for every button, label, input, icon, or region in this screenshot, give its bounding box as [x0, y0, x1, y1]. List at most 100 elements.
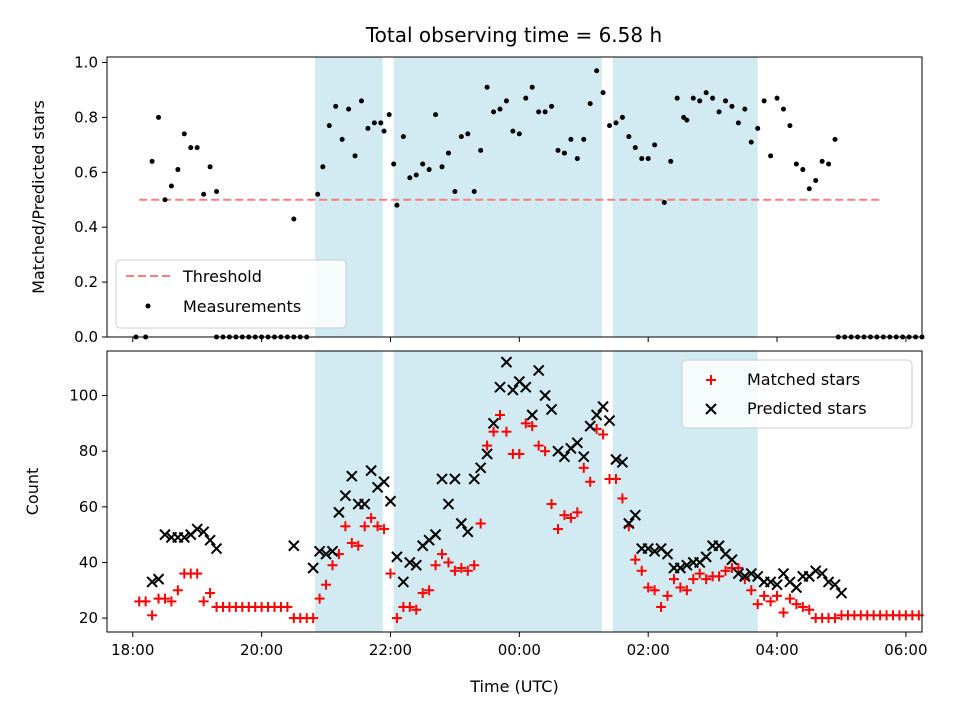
matched-point [617, 493, 628, 504]
measurement-point [568, 136, 574, 142]
measurement-point [371, 120, 377, 126]
measurement-point [484, 84, 490, 90]
matched-point [610, 473, 621, 484]
measurement-point [787, 123, 793, 129]
matched-point [308, 613, 319, 624]
measurement-point [793, 161, 799, 167]
legend-measurements-label: Measurements [183, 297, 301, 316]
matched-point [649, 585, 660, 596]
measurement-point [394, 202, 400, 208]
measurement-point [516, 131, 522, 137]
y-tick-label: 20 [79, 609, 98, 627]
matched-point [514, 448, 525, 459]
matched-point [198, 596, 209, 607]
measurement-point [156, 114, 162, 120]
top-panel: 0.0 0.2 0.4 0.6 0.8 1.0 Matched/Predicted sta… [29, 53, 925, 346]
x-tick-label: 04:00 [755, 641, 798, 659]
predicted-point [410, 559, 422, 571]
measurement-point [826, 161, 832, 167]
x-tick-label: 18:00 [111, 641, 154, 659]
measurement-point [780, 106, 786, 112]
observing-window-1 [393, 351, 602, 632]
matched-point [147, 610, 158, 621]
predicted-point [558, 451, 571, 463]
legend-measurements-swatch [145, 303, 151, 309]
measurement-point [358, 98, 364, 104]
matched-point [327, 560, 338, 571]
matched-point [694, 568, 705, 579]
predicted-point [191, 523, 203, 535]
measurement-point [491, 109, 497, 115]
measurement-point [503, 98, 509, 104]
predicted-point [378, 476, 390, 488]
measurement-point [600, 90, 606, 96]
matched-point [282, 601, 293, 612]
predicted-point [436, 473, 448, 485]
top-legend-box [115, 259, 347, 329]
matched-point [636, 565, 647, 576]
predicted-point [578, 451, 590, 463]
matched-point [140, 596, 151, 607]
measurement-point [684, 117, 690, 123]
matched-point [385, 568, 396, 579]
matched-point [746, 585, 757, 596]
measurement-point [471, 189, 477, 195]
measurement-point [352, 153, 358, 159]
y-tick-label: 60 [79, 498, 98, 516]
predicted-point [584, 420, 596, 432]
matched-point [321, 579, 332, 590]
matched-point [559, 510, 570, 521]
matched-point [411, 604, 422, 615]
matched-point [456, 563, 467, 574]
predicted-point [816, 567, 828, 580]
measurement-point [391, 161, 397, 167]
matched-point [353, 540, 364, 551]
matched-point [391, 613, 402, 624]
measurement-point [478, 147, 484, 153]
measurement-point [452, 189, 458, 195]
predicted-point [320, 548, 332, 560]
matched-point [469, 560, 480, 571]
matched-point [527, 421, 538, 432]
matched-point [772, 590, 783, 601]
predicted-point [339, 489, 352, 502]
matched-point [630, 554, 641, 565]
measurement-point [439, 164, 445, 170]
matched-point [346, 537, 357, 548]
legend-plus-marker [706, 375, 716, 385]
predicted-point [777, 567, 790, 580]
matched-point [688, 574, 699, 585]
matched-point [372, 521, 383, 532]
matched-point [662, 590, 673, 601]
predicted-point [307, 562, 319, 574]
y-tick-label: 0.4 [74, 218, 98, 236]
matched-point [733, 563, 744, 574]
predicted-point [146, 576, 158, 588]
matched-point [417, 588, 428, 599]
predicted-point [159, 528, 171, 541]
predicted-point [771, 578, 783, 591]
measurement-point [645, 156, 651, 162]
predicted-point [590, 409, 603, 421]
predicted-point [809, 565, 822, 577]
measurement-point [716, 109, 722, 115]
predicted-point [532, 364, 545, 377]
matched-point [830, 613, 841, 624]
measurement-point [413, 172, 419, 178]
matched-point [804, 604, 815, 615]
measurement-point [800, 167, 806, 173]
measurement-points [133, 68, 925, 340]
measurement-point [832, 136, 838, 142]
measurement-point [386, 112, 392, 118]
measurement-point [291, 216, 297, 222]
predicted-point [764, 576, 777, 588]
measurement-point [326, 123, 332, 129]
measurement-point [168, 183, 174, 189]
predicted-point [487, 417, 500, 430]
predicted-point [545, 403, 558, 416]
bottom-y-axis-label: Count [23, 468, 42, 516]
measurement-point [315, 191, 321, 197]
matched-point [462, 565, 473, 576]
matched-point [475, 518, 486, 529]
